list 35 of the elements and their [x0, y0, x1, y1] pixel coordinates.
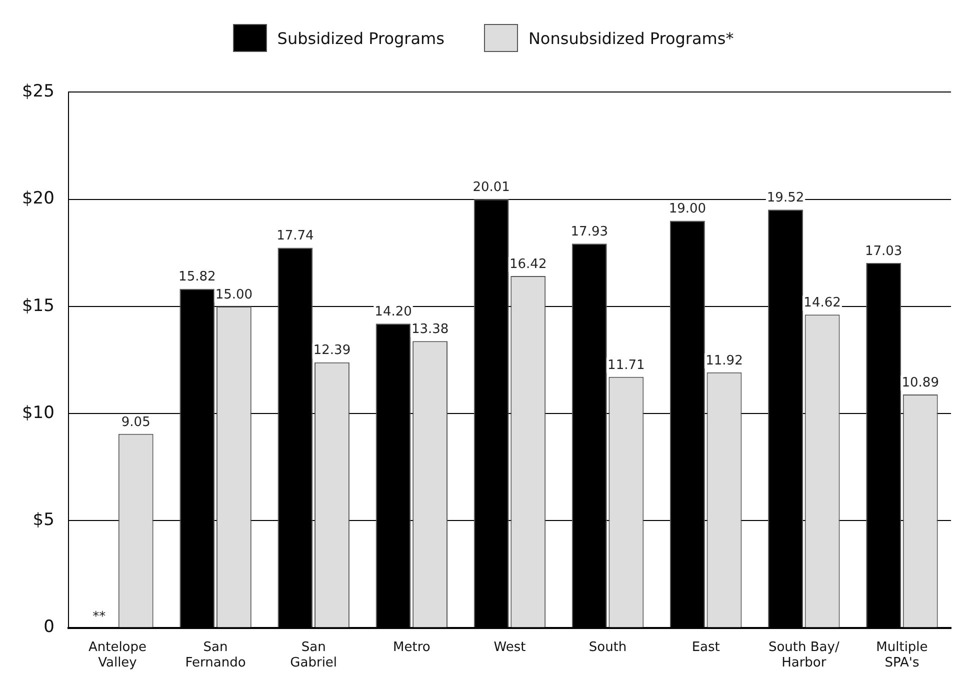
x-tick-label: Multiple SPA's [876, 640, 928, 671]
x-tick-label: South Bay/ Harbor [768, 640, 840, 671]
data-label: 17.93 [570, 224, 608, 240]
x-tick-label: Antelope Valley [88, 640, 146, 671]
x-tick-label: West [494, 640, 526, 655]
y-tick-label: $5 [32, 510, 54, 530]
data-label: 17.74 [276, 228, 314, 244]
data-label: 11.71 [608, 358, 645, 373]
data-label: 14.62 [804, 295, 841, 310]
x-tick-label: San Gabriel [290, 640, 338, 671]
data-label: 9.05 [121, 414, 150, 430]
y-tick-label: $25 [22, 82, 54, 102]
y-tick-label: $10 [22, 402, 54, 423]
data-label: 11.92 [706, 353, 743, 368]
x-tick-label: San Fernando [185, 640, 246, 671]
data-label: 10.89 [902, 375, 939, 390]
x-tick-label: South [588, 640, 627, 655]
data-label: 15.00 [215, 287, 253, 302]
y-tick-label: 0 [44, 617, 54, 638]
data-label: 17.03 [864, 244, 902, 259]
data-label: 19.52 [766, 190, 804, 206]
legend-label: Nonsubsidized Programs* [528, 28, 734, 48]
x-tick-label: Metro [393, 640, 430, 655]
data-label: 20.01 [472, 180, 510, 195]
x-tick-label: East [692, 640, 720, 655]
data-label: 16.42 [510, 256, 547, 272]
y-tick-label: $15 [22, 296, 54, 316]
legend-label: Subsidized Programs [277, 28, 444, 48]
data-label: 14.20 [374, 304, 412, 320]
data-label: 13.38 [411, 322, 449, 338]
data-label: 15.82 [178, 270, 216, 285]
data-label: 12.39 [313, 343, 351, 358]
annotation: ** [92, 609, 106, 624]
y-tick-label: $20 [22, 188, 54, 209]
data-label: 19.00 [668, 202, 706, 217]
